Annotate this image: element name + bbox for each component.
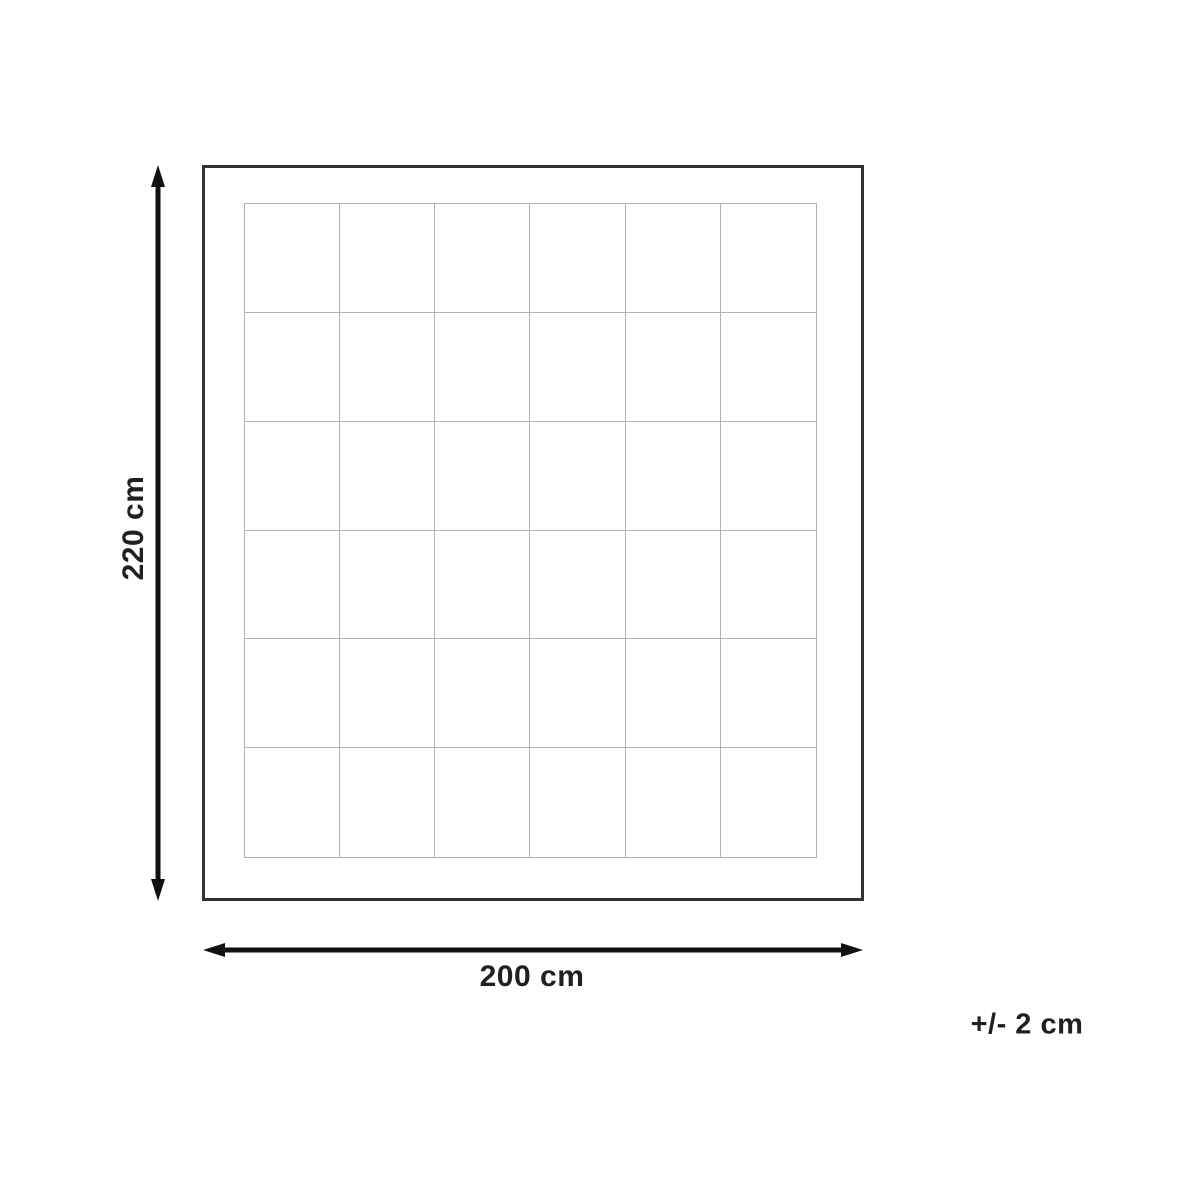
quilt-cell (720, 531, 816, 640)
quilt-cell (720, 204, 816, 313)
quilt-cell (245, 639, 341, 749)
quilt-cell (625, 204, 721, 313)
quilt-cell (720, 639, 816, 749)
quilt-cell (340, 204, 436, 313)
quilt-cell (530, 639, 626, 749)
quilt-cell (340, 748, 436, 857)
quilt-cell (435, 530, 531, 640)
quilt-cell (245, 204, 341, 313)
quilt-cell (435, 312, 531, 422)
quilt-cell (435, 204, 531, 313)
quilt-cell (530, 748, 626, 857)
height-arrow-icon (151, 165, 165, 901)
quilt-cell (625, 639, 721, 749)
tolerance-label: +/- 2 cm (970, 1008, 1084, 1041)
quilt-cell (435, 421, 531, 531)
quilt-cell (626, 748, 721, 857)
width-arrow-icon (203, 943, 863, 957)
quilt-grid (244, 203, 817, 858)
width-dimension-label: 200 cm (479, 960, 585, 993)
quilt-cell (245, 748, 341, 857)
quilt-cell (530, 204, 626, 313)
quilt-cell (625, 312, 721, 422)
quilt-cell (340, 639, 436, 749)
quilt-cell (530, 530, 626, 640)
quilt-cell (435, 748, 531, 857)
height-dimension-label: 220 cm (117, 475, 150, 581)
quilt-cell (720, 313, 816, 422)
quilt-cell (245, 312, 341, 422)
quilt-cell (340, 530, 436, 640)
quilt-cell (625, 530, 721, 640)
quilt-cell (340, 421, 436, 531)
quilt-cell (530, 421, 626, 531)
quilt-cell (721, 748, 816, 857)
quilt-cell (625, 421, 721, 531)
quilt-cell (245, 530, 341, 640)
quilt-cell (530, 312, 626, 422)
quilt-cell (435, 639, 531, 749)
quilt-cell (340, 312, 436, 422)
quilt-cell (720, 422, 816, 531)
quilt-cell (245, 421, 341, 531)
